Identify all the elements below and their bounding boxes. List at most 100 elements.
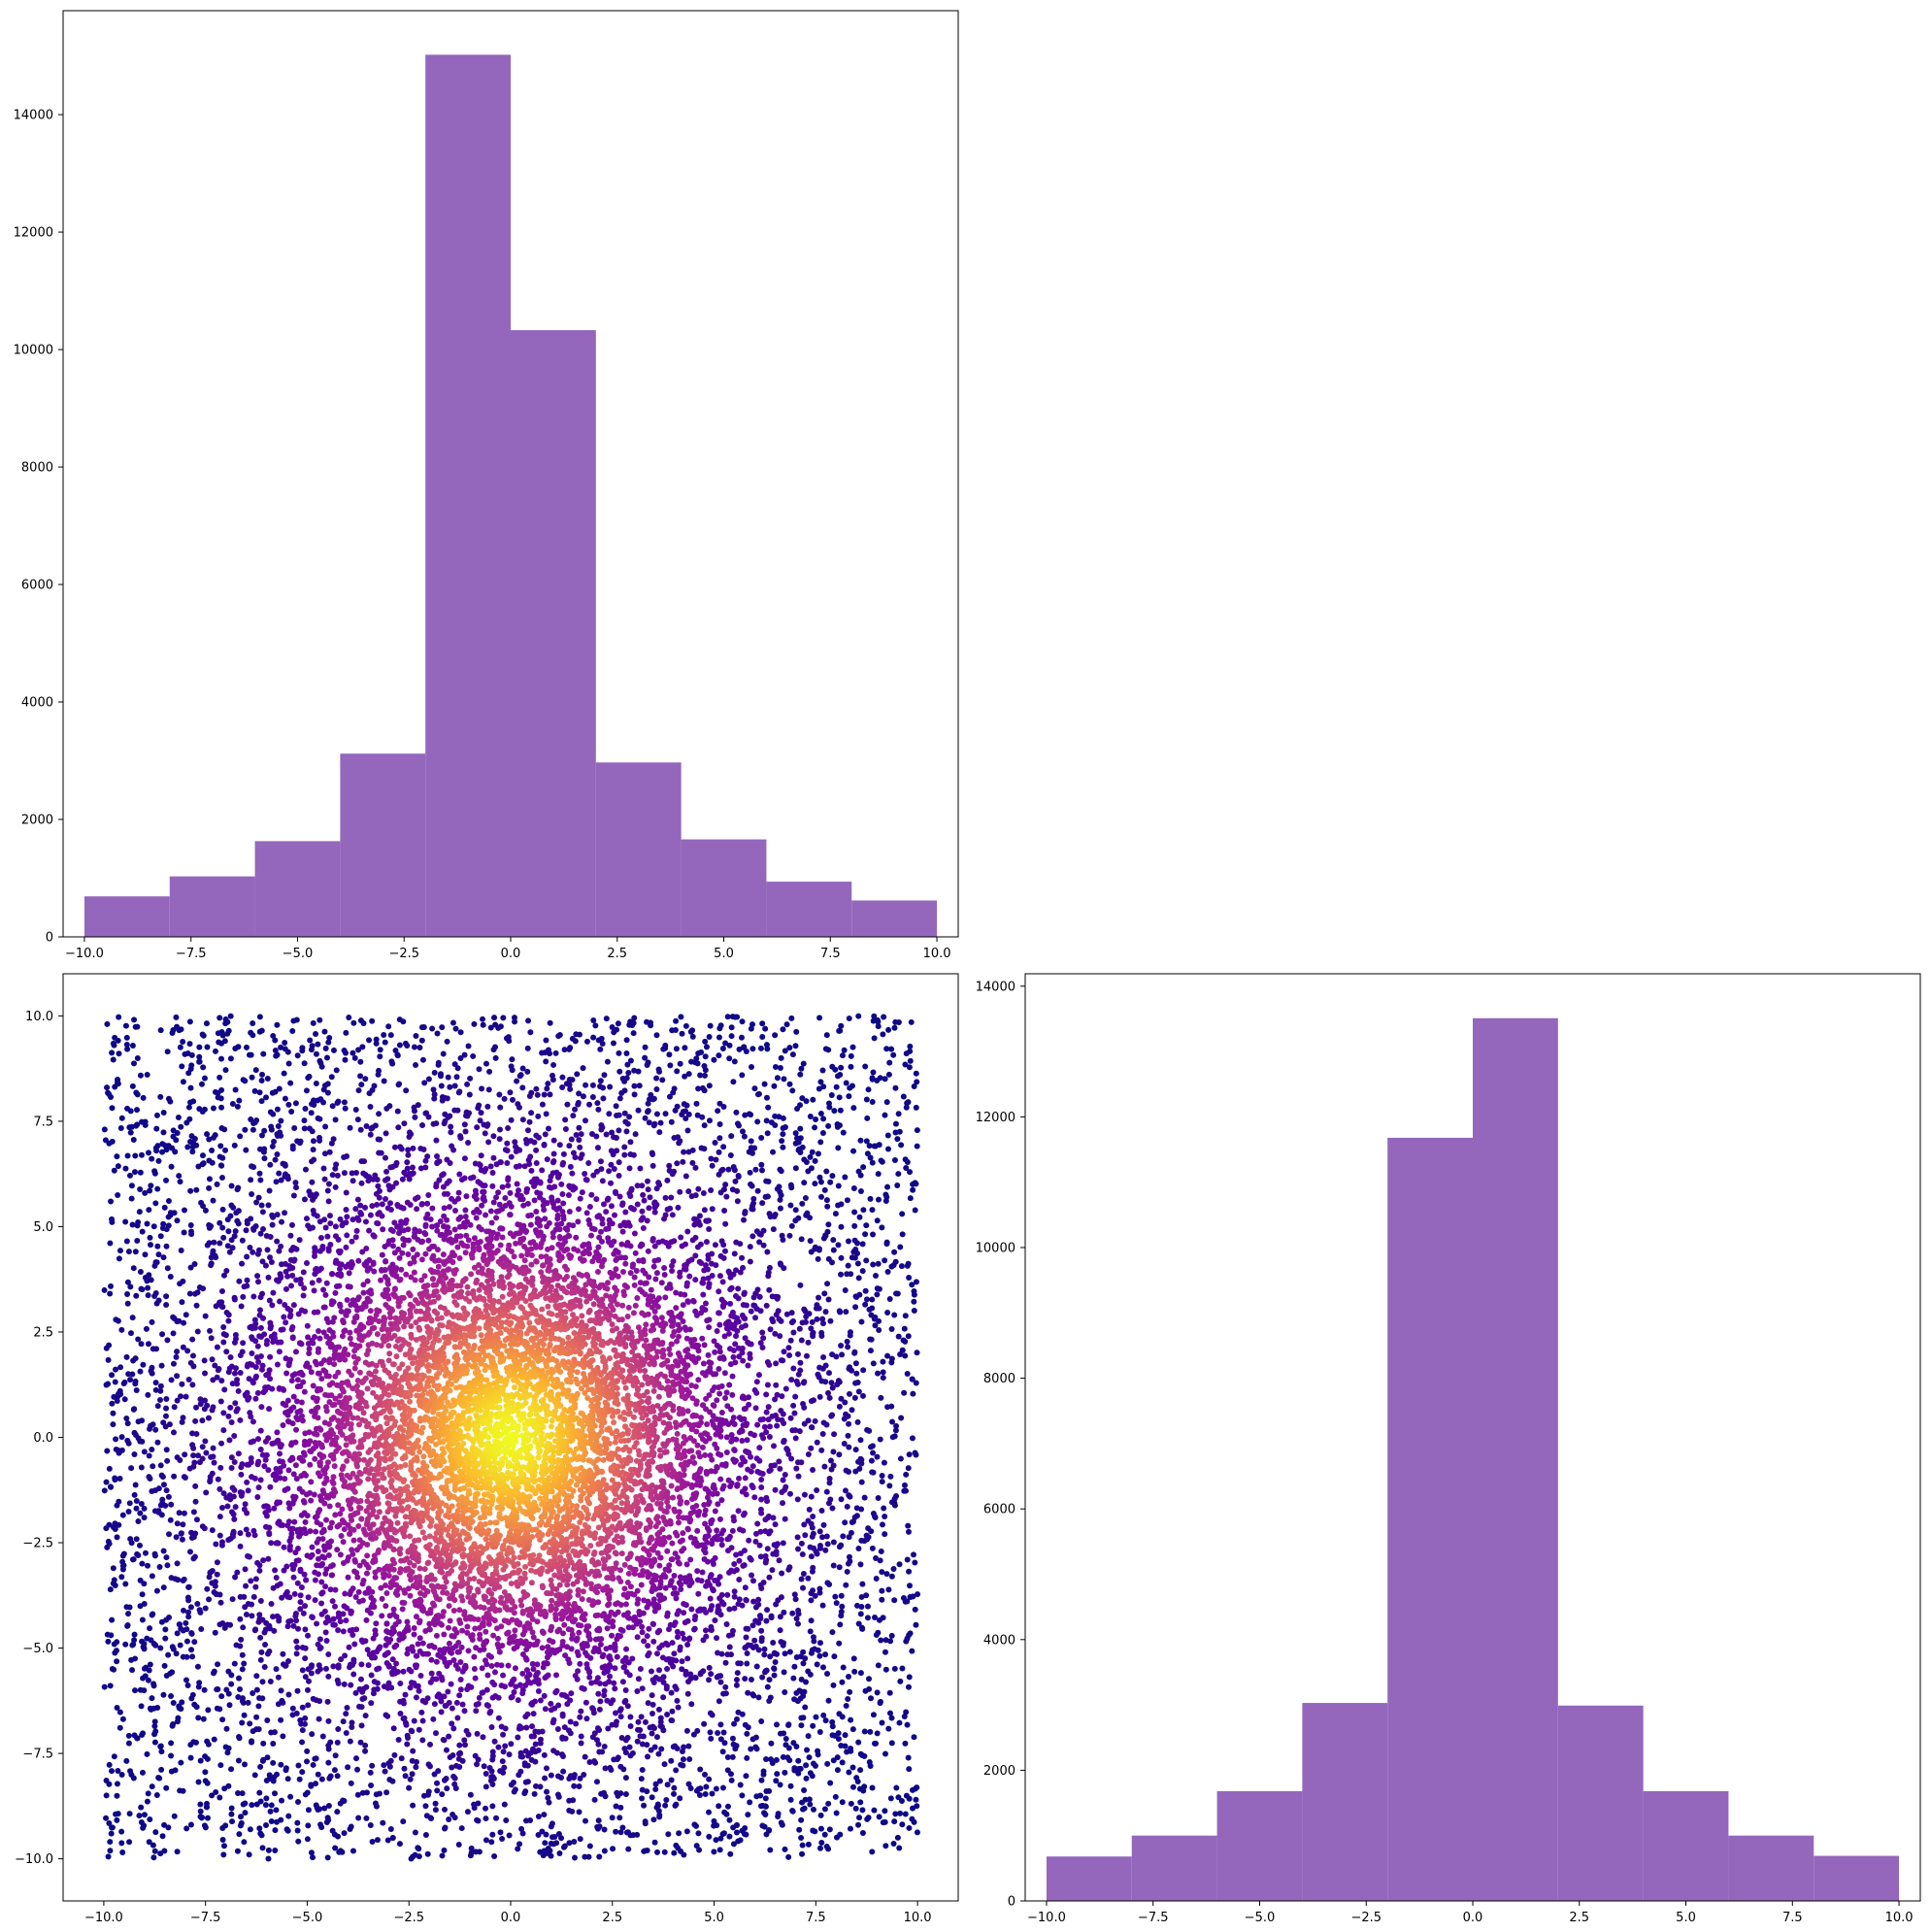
scatter-point xyxy=(616,1049,622,1056)
scatter-point xyxy=(237,1416,244,1423)
scatter-point xyxy=(649,1710,655,1716)
scatter-point xyxy=(305,1822,312,1829)
scatter-point xyxy=(617,1763,624,1770)
scatter-point xyxy=(731,1605,738,1612)
scatter-point xyxy=(527,1816,534,1823)
scatter-point xyxy=(629,1749,636,1756)
scatter-point xyxy=(239,1349,246,1355)
scatter-point xyxy=(626,1744,633,1750)
scatter-point xyxy=(244,1510,250,1516)
scatter-point xyxy=(124,1290,131,1297)
scatter-point xyxy=(709,1206,716,1213)
scatter-point xyxy=(574,1071,581,1078)
scatter-point xyxy=(349,1719,355,1726)
scatter-point xyxy=(700,1668,707,1675)
scatter-point xyxy=(305,1594,312,1601)
scatter-point xyxy=(533,1782,540,1789)
scatter-point xyxy=(688,1058,695,1065)
scatter-point xyxy=(244,1277,250,1283)
scatter-point xyxy=(283,1588,290,1595)
scatter-point xyxy=(850,1184,857,1191)
scatter-point xyxy=(828,1466,835,1473)
scatter-point xyxy=(622,1654,629,1661)
scatter-point xyxy=(181,1229,187,1236)
scatter-point xyxy=(324,1815,331,1821)
scatter-point xyxy=(131,1169,138,1176)
scatter-point xyxy=(559,1083,566,1090)
scatter-point xyxy=(829,1732,836,1739)
scatter-point xyxy=(201,1357,208,1364)
scatter-point xyxy=(678,1761,684,1768)
scatter-point xyxy=(296,1237,303,1244)
scatter-point xyxy=(168,1377,175,1383)
scatter-point xyxy=(476,1849,483,1855)
scatter-point xyxy=(733,1239,740,1246)
scatter-point xyxy=(861,1728,868,1735)
scatter-point xyxy=(744,1730,750,1737)
scatter-point xyxy=(431,1095,438,1102)
scatter-point xyxy=(912,1449,918,1456)
scatter-point xyxy=(594,1675,601,1682)
scatter-point xyxy=(249,1601,255,1608)
scatter-point xyxy=(272,1156,279,1163)
scatter-point xyxy=(765,1404,772,1411)
scatter-point xyxy=(287,1617,294,1624)
scatter-point xyxy=(782,1742,789,1749)
scatter-point xyxy=(845,1560,851,1567)
scatter-point xyxy=(152,1829,159,1836)
scatter-point xyxy=(179,1063,185,1070)
scatter-point xyxy=(160,1254,167,1261)
scatter-point xyxy=(256,1825,263,1832)
scatter-point xyxy=(535,1134,542,1141)
scatter-point xyxy=(381,1032,387,1039)
scatter-point xyxy=(238,1814,245,1820)
scatter-point xyxy=(362,1204,369,1211)
scatter-point xyxy=(217,1762,224,1769)
scatter-point xyxy=(810,1096,816,1103)
scatter-point xyxy=(218,1055,225,1062)
scatter-point xyxy=(708,1671,715,1678)
scatter-point xyxy=(419,1121,426,1128)
scatter-point xyxy=(390,1665,397,1672)
scatter-point xyxy=(220,1851,227,1858)
scatter-point xyxy=(810,1514,816,1520)
scatter-point xyxy=(850,1655,857,1662)
scatter-point xyxy=(149,1695,155,1702)
scatter-point xyxy=(882,1257,888,1264)
scatter-point xyxy=(558,1181,565,1187)
scatter-point xyxy=(888,1325,895,1332)
scatter-point xyxy=(232,1400,239,1407)
scatter-point xyxy=(836,1544,843,1550)
scatter-point xyxy=(116,1255,122,1262)
scatter-point xyxy=(257,1598,264,1605)
scatter-point xyxy=(192,1417,199,1424)
scatter-point xyxy=(264,1716,271,1723)
scatter-point xyxy=(653,1075,660,1082)
scatter-point xyxy=(483,1686,490,1693)
scatter-point xyxy=(729,1627,736,1634)
scatter-point xyxy=(843,1309,849,1316)
scatter-point xyxy=(254,1343,261,1349)
scatter-point xyxy=(787,1415,794,1421)
scatter-point xyxy=(794,1496,801,1503)
scatter-point xyxy=(817,1193,824,1200)
scatter-point xyxy=(849,1044,856,1050)
scatter-point xyxy=(905,1465,912,1472)
scatter-point xyxy=(527,1029,534,1036)
scatter-point xyxy=(146,1667,152,1674)
scatter-point xyxy=(123,1042,130,1049)
scatter-point xyxy=(156,1397,163,1404)
scatter-point xyxy=(296,1776,303,1782)
scatter-point xyxy=(735,1709,742,1715)
scatter-point xyxy=(758,1161,765,1168)
scatter-point xyxy=(220,1339,227,1346)
scatter-point xyxy=(846,1769,852,1776)
scatter-point xyxy=(904,1100,911,1107)
scatter-point xyxy=(848,1063,854,1070)
scatter-point xyxy=(112,1379,118,1385)
scatter-point xyxy=(139,1769,146,1776)
scatter-point xyxy=(290,1574,297,1581)
scatter-point xyxy=(192,1530,199,1537)
scatter-point xyxy=(387,1826,394,1833)
scatter-point xyxy=(716,1171,722,1178)
